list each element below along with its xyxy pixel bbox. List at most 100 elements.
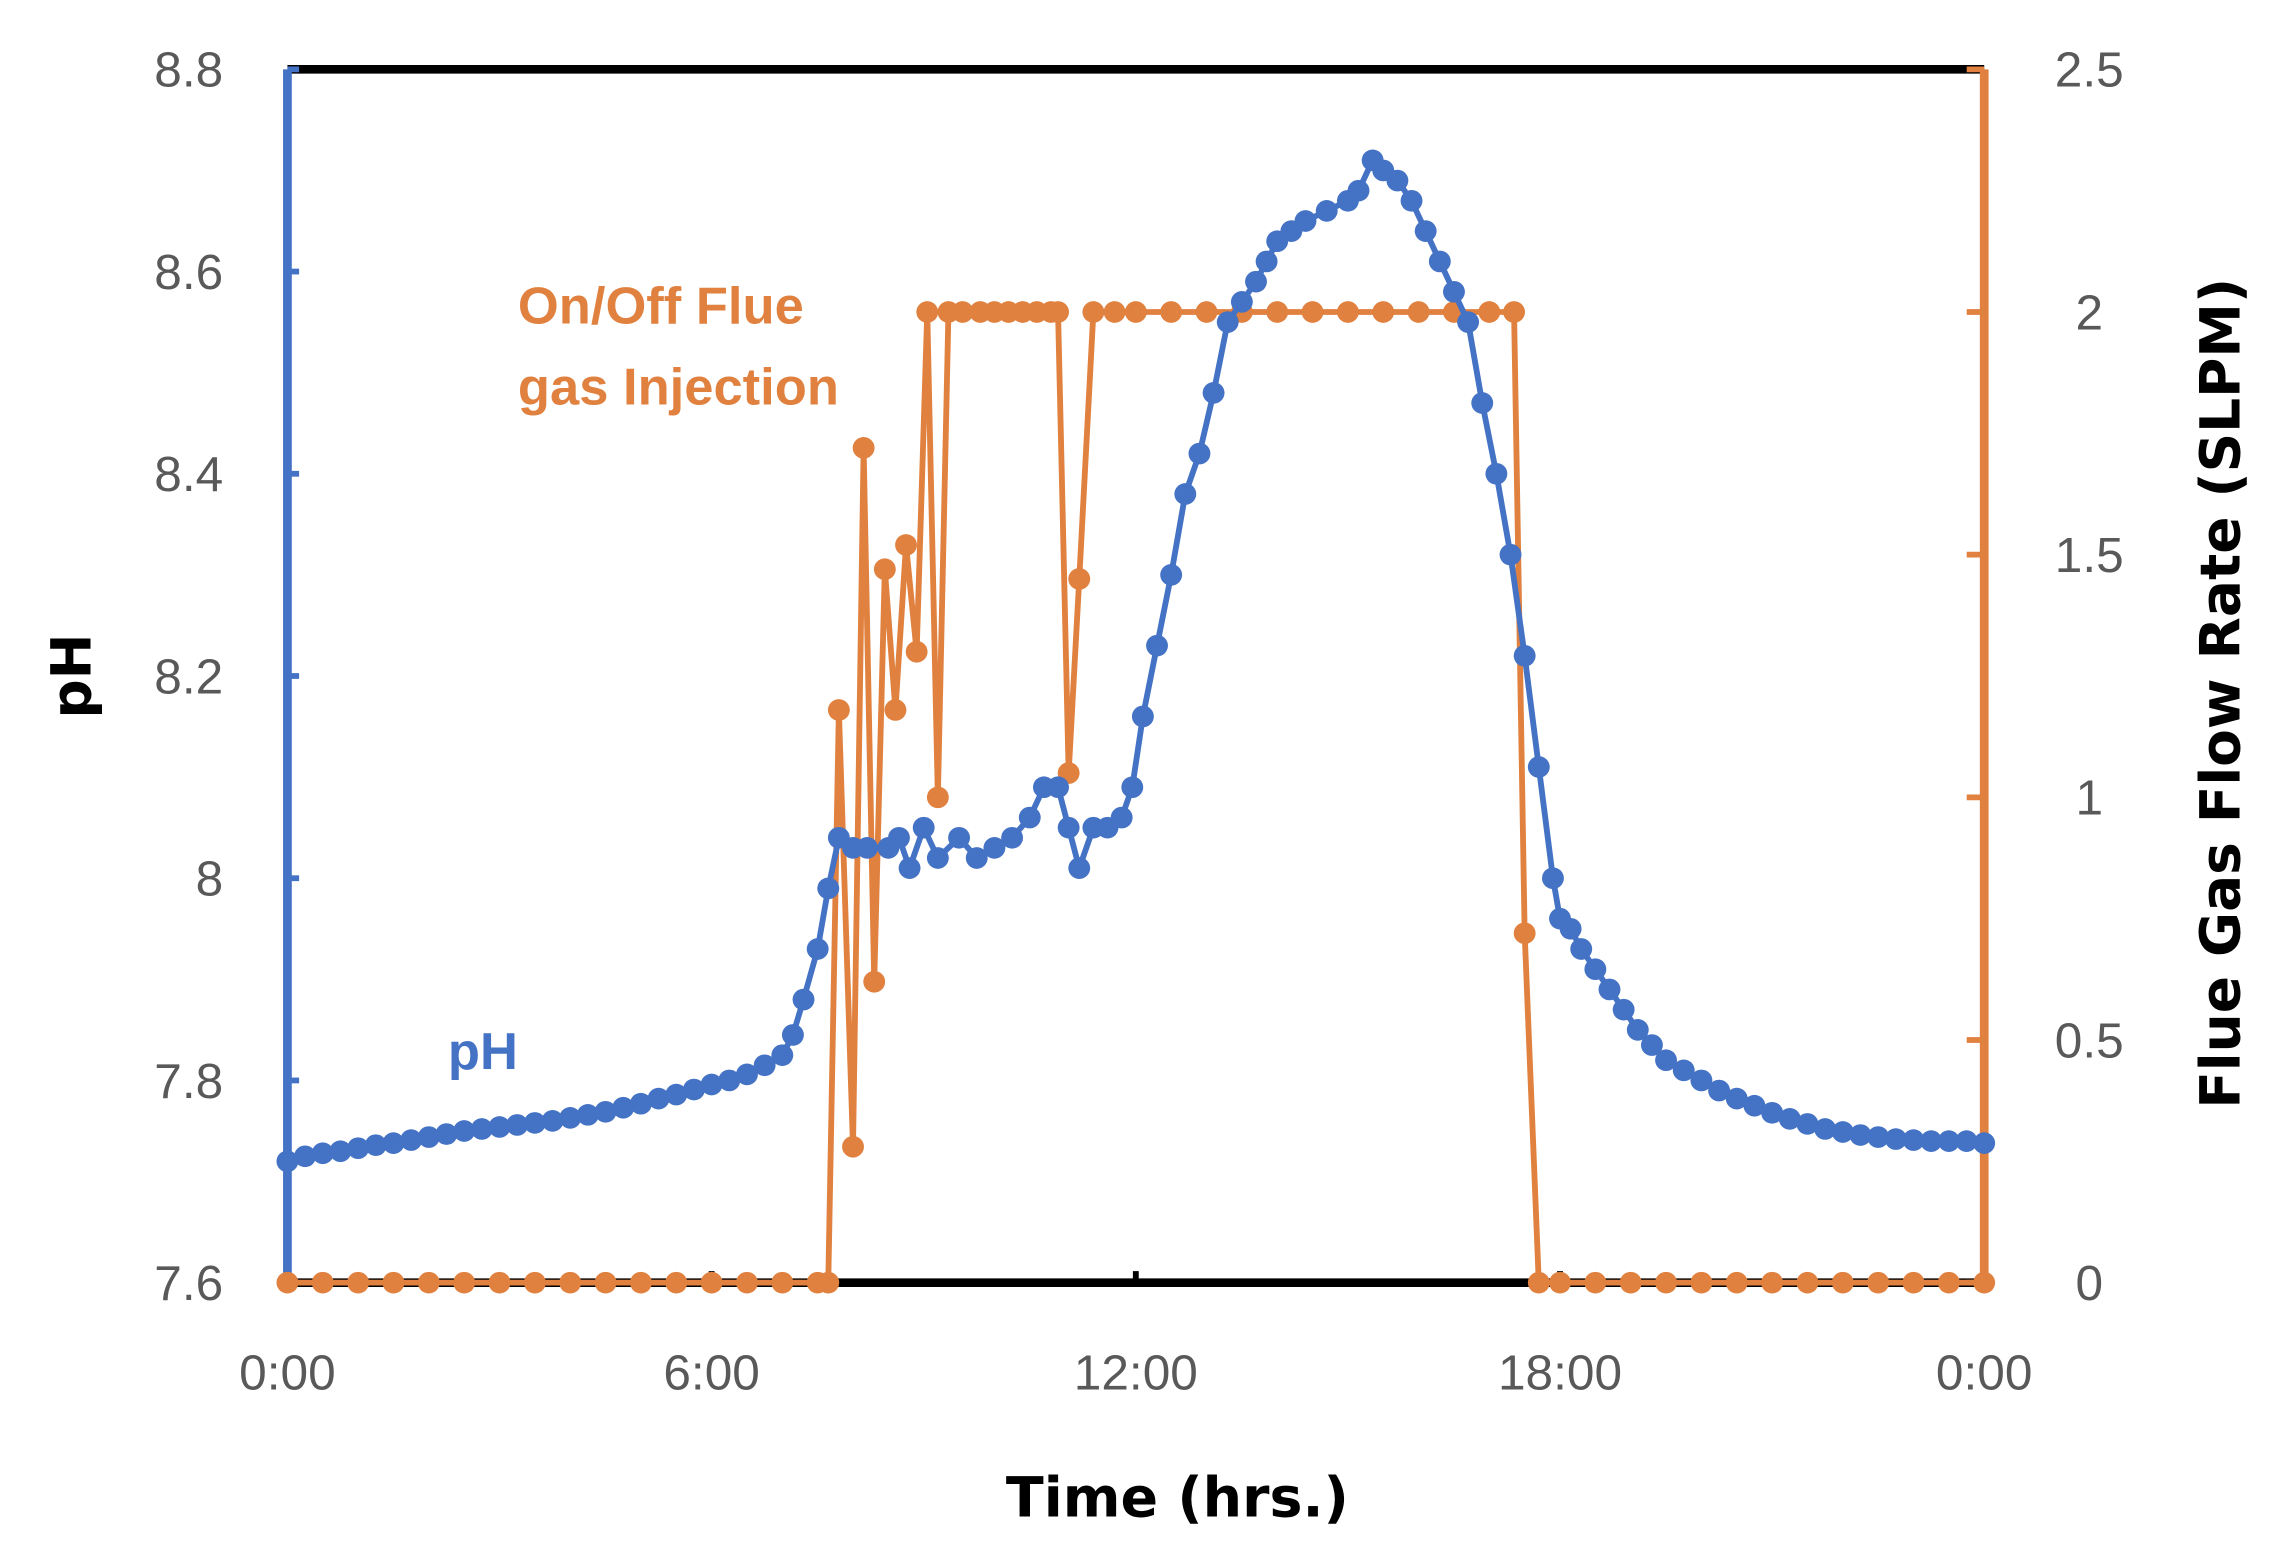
ph-point	[1160, 564, 1183, 586]
ph-point	[1499, 543, 1522, 566]
ph-point	[1202, 382, 1225, 404]
ph-point	[1559, 917, 1582, 940]
flow-point	[1407, 301, 1430, 323]
ph-point	[400, 1129, 423, 1151]
flow-point	[827, 699, 850, 721]
ph-point	[1626, 1019, 1649, 1041]
flow-point	[1527, 1271, 1550, 1294]
ph-point	[488, 1116, 511, 1138]
ph-point	[1485, 462, 1508, 485]
ph-point	[364, 1134, 387, 1156]
flow-point	[842, 1135, 864, 1158]
ph-point	[1849, 1124, 1872, 1146]
flow-point	[736, 1271, 758, 1294]
ph-point	[1937, 1130, 1960, 1152]
ph-point	[1018, 806, 1041, 829]
flow-point	[1831, 1271, 1854, 1294]
ph-point	[1541, 867, 1564, 890]
ph-point	[948, 826, 971, 849]
ph-point	[665, 1083, 688, 1106]
ph-series	[276, 149, 1996, 1173]
ph-point	[1743, 1094, 1766, 1117]
ph-point	[1230, 291, 1253, 313]
flow-point	[863, 970, 886, 993]
ph-point	[1315, 200, 1338, 222]
y2-tick-label: 0	[2075, 1256, 2103, 1311]
ph-point	[311, 1142, 334, 1165]
ph-point	[1188, 442, 1211, 465]
flow-point	[276, 1271, 299, 1294]
x-tick-label: 0:00	[239, 1346, 336, 1401]
flow-point	[700, 1271, 723, 1294]
y2-tick-label: 0.5	[2055, 1014, 2124, 1069]
ph-point	[1973, 1132, 1996, 1154]
flow-point	[1124, 301, 1147, 323]
flow-point	[1761, 1271, 1784, 1294]
flow-point	[559, 1271, 582, 1294]
ph-point	[771, 1044, 794, 1066]
x-tick-label: 0:00	[1936, 1346, 2033, 1401]
flow-point	[594, 1271, 617, 1294]
flow-point	[926, 786, 949, 809]
ph-point	[1294, 210, 1317, 232]
ph-point	[453, 1120, 476, 1142]
flow-point	[1082, 301, 1105, 323]
ph-point	[1121, 776, 1144, 799]
ph-point	[1174, 483, 1197, 505]
flow-point	[1867, 1271, 1890, 1294]
flow-point	[951, 301, 974, 323]
ph-point	[736, 1063, 758, 1086]
ph-point	[1690, 1069, 1713, 1092]
flow-point	[1195, 301, 1218, 323]
flow-point	[817, 1271, 840, 1294]
ph-point	[1640, 1034, 1663, 1056]
ph-point	[1761, 1101, 1784, 1124]
ph-point	[1814, 1118, 1837, 1140]
ph-point	[470, 1118, 493, 1140]
x-tick-label: 6:00	[663, 1346, 760, 1401]
flow-point	[1796, 1271, 1819, 1294]
flow-point	[453, 1271, 476, 1294]
ph-point	[506, 1114, 529, 1136]
ph-point	[1386, 169, 1409, 192]
ph-point	[1708, 1079, 1731, 1102]
ph-point	[806, 938, 829, 960]
ph-point	[1584, 958, 1607, 981]
flow-point	[523, 1271, 546, 1294]
flow-point	[629, 1271, 652, 1294]
ph-point	[1527, 756, 1550, 778]
flow-point	[1160, 301, 1183, 323]
ph-point	[1245, 270, 1267, 293]
ph-point	[1955, 1130, 1978, 1152]
flow-annotation-line1: On/Off Flue	[518, 278, 804, 336]
flow-point	[1973, 1271, 1996, 1294]
ph-point	[1778, 1108, 1801, 1130]
flow-point	[1301, 301, 1324, 323]
ph-point	[294, 1145, 317, 1168]
y-tick-label: 8.6	[154, 245, 223, 300]
ph-point	[347, 1137, 370, 1160]
ph-point	[435, 1123, 458, 1145]
flow-point	[1513, 922, 1536, 945]
ph-point	[1414, 220, 1437, 242]
ph-point	[753, 1054, 776, 1077]
flow-point	[382, 1271, 405, 1294]
flow-point	[884, 699, 907, 721]
flow-point	[1503, 301, 1525, 323]
y2-tick-label: 2.5	[2055, 43, 2124, 98]
ph-point	[1655, 1049, 1677, 1072]
ph-point	[559, 1107, 582, 1129]
y-tick-label: 8.2	[154, 650, 223, 705]
ph-point	[1400, 189, 1423, 212]
flow-point	[1549, 1271, 1571, 1294]
ph-point	[276, 1150, 299, 1173]
y2-tick-label: 2	[2075, 286, 2103, 341]
flow-point	[1068, 568, 1091, 590]
ph-point	[682, 1078, 705, 1101]
ph-point	[898, 857, 921, 879]
ph-point	[1831, 1121, 1854, 1143]
ph-point	[1347, 179, 1370, 202]
flow-point	[1937, 1271, 1960, 1294]
ph-point	[629, 1092, 652, 1115]
